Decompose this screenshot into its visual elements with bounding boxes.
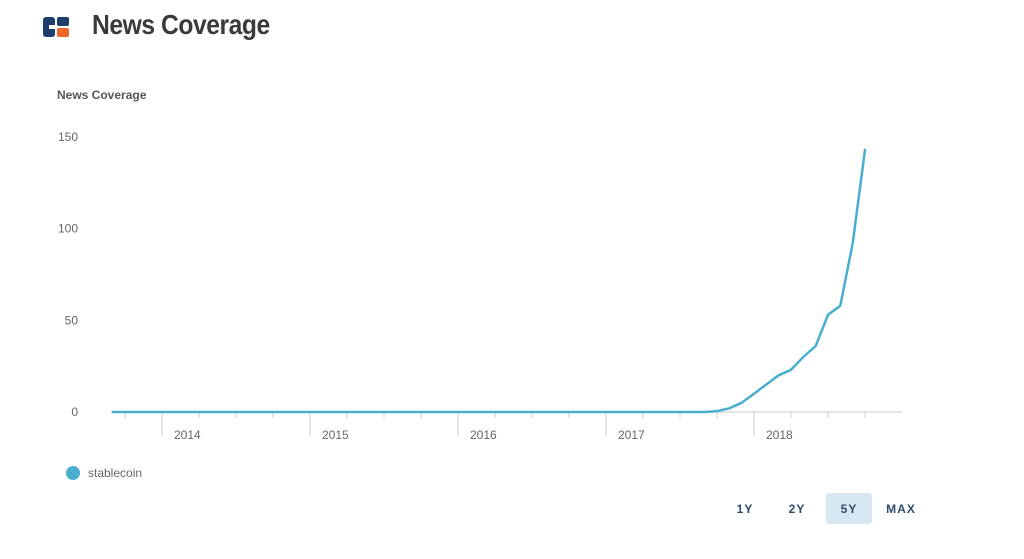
x-tick-label: 2017: [618, 428, 645, 442]
x-tick-label: 2018: [766, 428, 793, 442]
y-axis-title: News Coverage: [57, 88, 147, 102]
range-button-max[interactable]: MAX: [878, 493, 924, 524]
series-line-stablecoin: [111, 148, 867, 414]
brand-logo: [43, 17, 69, 37]
x-tick-label: 2016: [470, 428, 497, 442]
page-title: News Coverage: [92, 9, 270, 40]
y-tick-label: 150: [58, 130, 78, 144]
y-tick-label: 0: [71, 405, 78, 419]
x-tick-label: 2015: [322, 428, 349, 442]
range-selector: 1Y 2Y 5Y MAX: [722, 493, 930, 524]
legend-label: stablecoin: [88, 466, 143, 480]
y-tick-label: 50: [65, 313, 79, 327]
range-button-2y[interactable]: 2Y: [774, 493, 820, 524]
range-button-5y[interactable]: 5Y: [826, 493, 872, 524]
x-tick-label: 2014: [174, 428, 201, 442]
y-tick-label: 100: [58, 222, 78, 236]
chart-legend[interactable]: stablecoin: [66, 466, 142, 480]
range-button-1y[interactable]: 1Y: [722, 493, 768, 524]
legend-marker-icon: [66, 466, 80, 480]
